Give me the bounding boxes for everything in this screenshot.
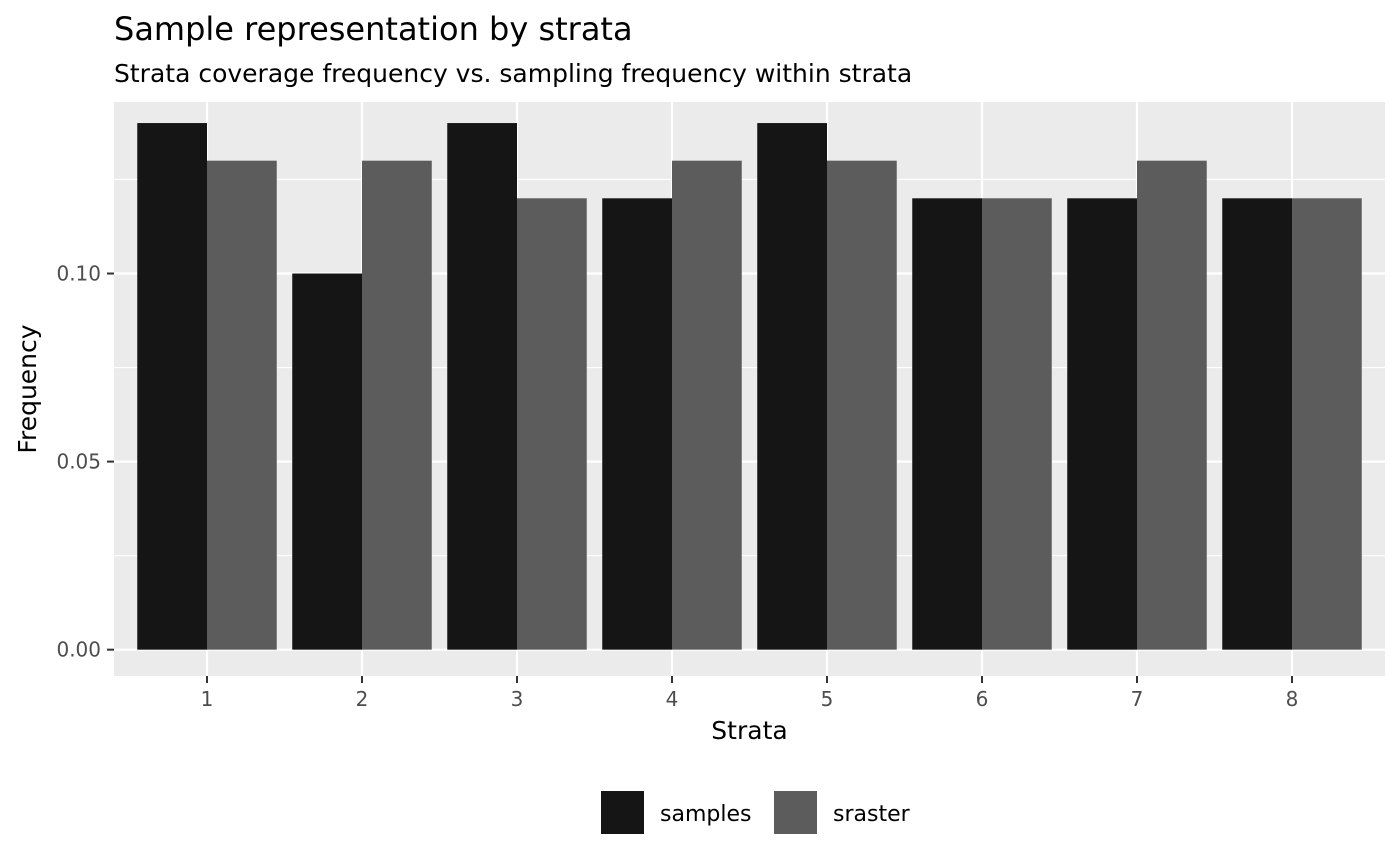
legend: samples sraster <box>601 791 911 834</box>
bar-samples-3 <box>447 123 517 650</box>
bar-sraster-8 <box>1292 198 1362 650</box>
x-tick-label: 2 <box>356 687 369 711</box>
y-tick-label: 0.05 <box>56 450 101 474</box>
x-tick-label: 1 <box>201 687 214 711</box>
bar-samples-8 <box>1222 198 1292 650</box>
bar-samples-1 <box>137 123 207 650</box>
bar-samples-4 <box>602 198 672 650</box>
x-tick-label: 8 <box>1286 687 1299 711</box>
bar-samples-6 <box>912 198 982 650</box>
x-axis: 1 2 3 4 5 6 7 8 <box>201 676 1299 711</box>
bars <box>137 123 1362 650</box>
y-axis: 0.00 0.05 0.10 <box>56 262 114 662</box>
legend-key-samples <box>601 791 644 834</box>
x-tick-label: 6 <box>976 687 989 711</box>
bar-sraster-4 <box>672 160 742 650</box>
x-tick-label: 7 <box>1131 687 1144 711</box>
bar-samples-5 <box>757 123 827 650</box>
x-tick-label: 5 <box>821 687 834 711</box>
chart-title: Sample representation by strata <box>114 10 633 48</box>
bar-sraster-7 <box>1137 160 1207 650</box>
bar-samples-2 <box>292 273 362 650</box>
legend-label-samples: samples <box>660 802 751 827</box>
legend-label-sraster: sraster <box>833 802 911 827</box>
legend-key-sraster <box>774 791 817 834</box>
x-tick-label: 4 <box>666 687 679 711</box>
x-axis-title: Strata <box>711 716 787 745</box>
bar-sraster-5 <box>827 160 897 650</box>
bar-sraster-2 <box>362 160 432 650</box>
x-tick-label: 3 <box>511 687 524 711</box>
bar-samples-7 <box>1067 198 1137 650</box>
bar-sraster-3 <box>517 198 587 650</box>
chart-subtitle: Strata coverage frequency vs. sampling f… <box>114 59 912 88</box>
bar-sraster-6 <box>982 198 1052 650</box>
bar-sraster-1 <box>207 160 277 650</box>
y-axis-title: Frequency <box>13 324 42 453</box>
y-tick-label: 0.00 <box>56 638 101 662</box>
y-tick-label: 0.10 <box>56 262 101 286</box>
